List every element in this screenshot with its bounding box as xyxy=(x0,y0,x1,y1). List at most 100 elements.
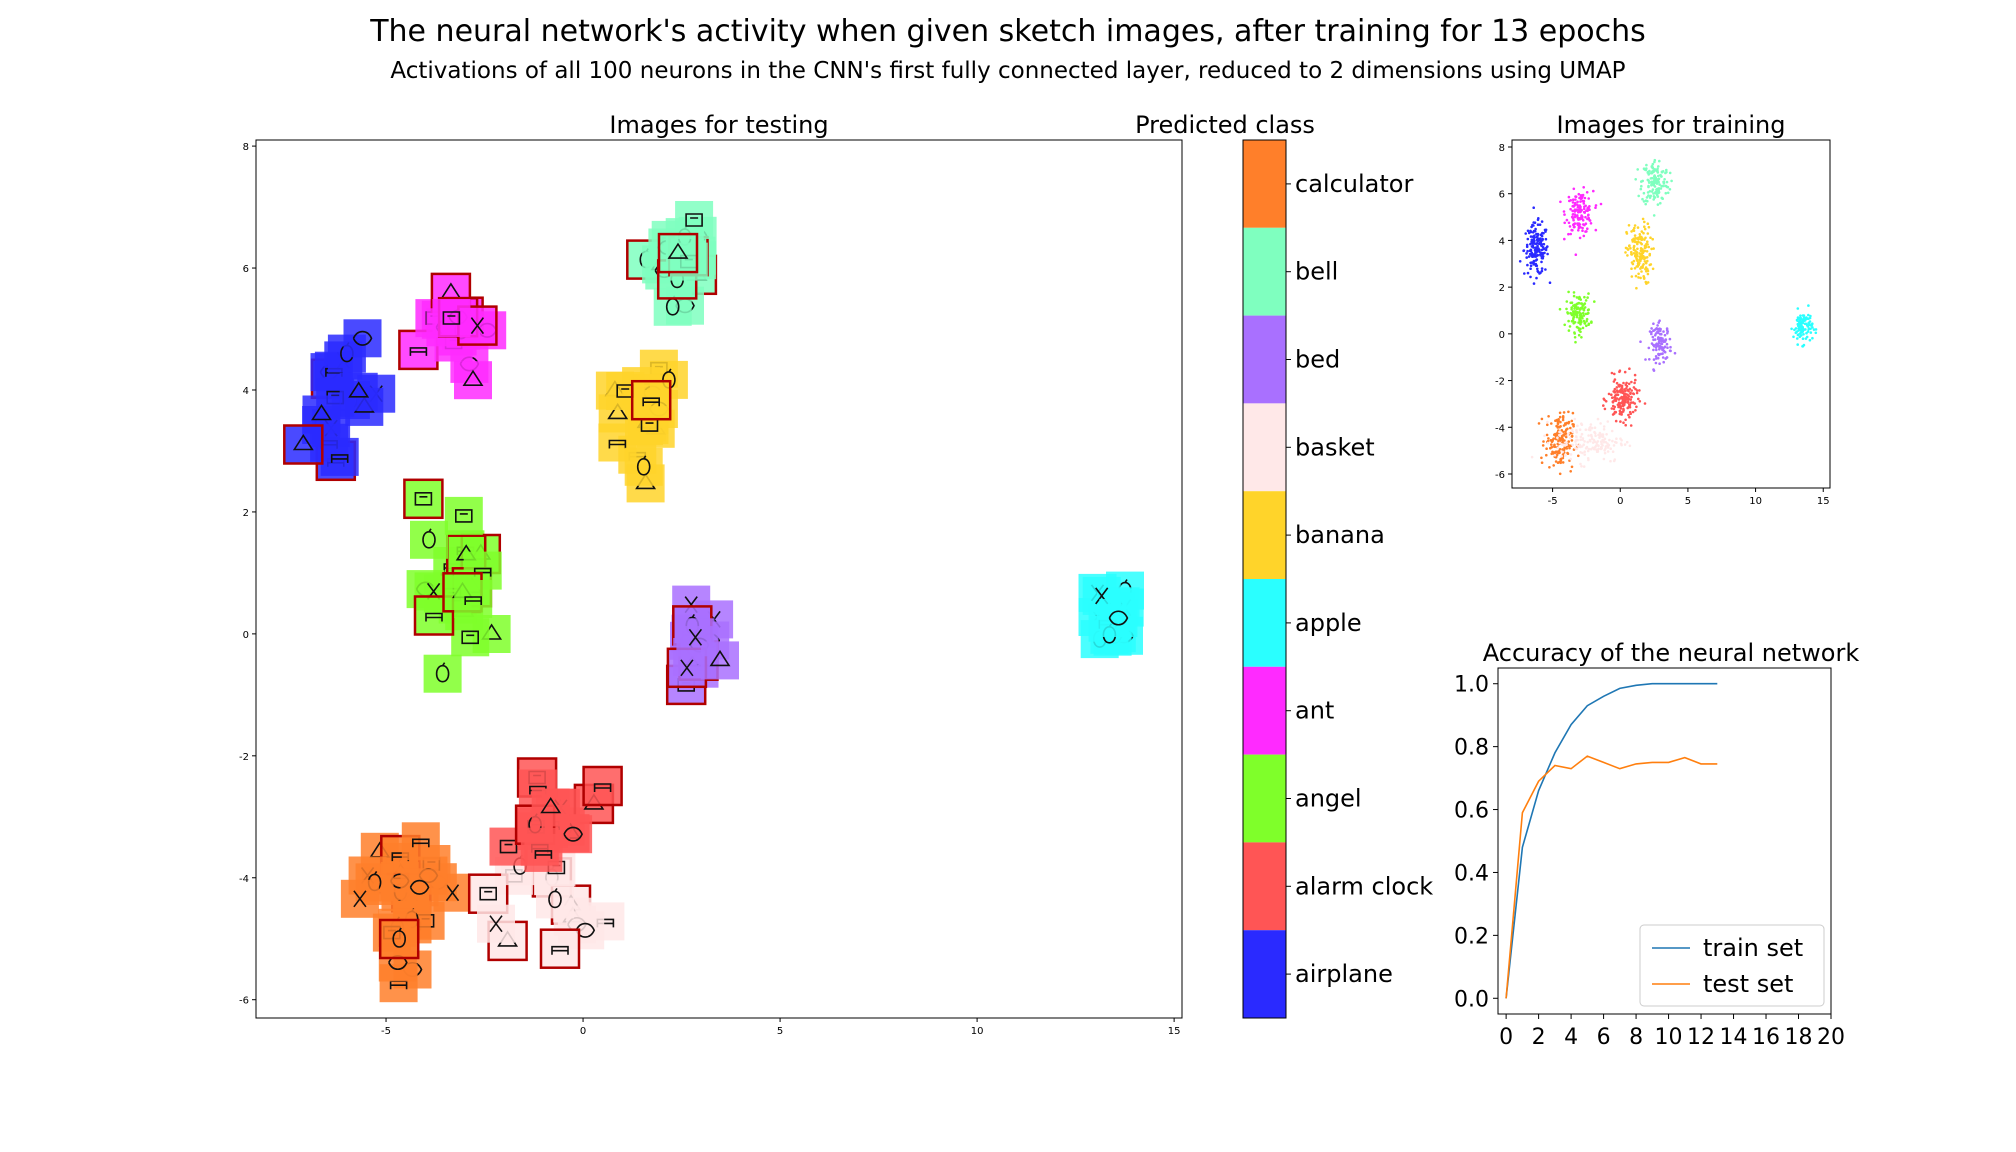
train-point xyxy=(1654,355,1658,358)
train-point xyxy=(1639,241,1642,245)
accuracy-panel-title: Accuracy of the neural network xyxy=(1483,639,1860,667)
train-point xyxy=(1548,466,1551,469)
train-point xyxy=(1650,327,1653,330)
train-point xyxy=(1610,429,1614,433)
train-point xyxy=(1587,447,1591,451)
train-point xyxy=(1545,433,1549,437)
train-point xyxy=(1653,334,1657,337)
y-tick-label: -6 xyxy=(1495,470,1505,481)
test-thumbnail-point xyxy=(401,822,440,861)
y-tick-label: 0.6 xyxy=(1454,799,1489,824)
train-point xyxy=(1607,392,1611,396)
train-point xyxy=(1587,458,1590,462)
train-point xyxy=(1651,162,1655,166)
train-point xyxy=(1794,331,1798,335)
train-point xyxy=(1596,417,1600,421)
sketch-glyph xyxy=(709,649,731,667)
train-point xyxy=(1642,277,1646,280)
train-point xyxy=(1807,304,1810,307)
train-point xyxy=(1587,434,1590,437)
train-point xyxy=(1543,434,1546,438)
train-point xyxy=(1590,321,1593,324)
train-point xyxy=(1572,304,1575,307)
sketch-glyph xyxy=(540,797,562,814)
train-point xyxy=(1582,465,1586,468)
legend-label: train set xyxy=(1703,934,1803,962)
train-point xyxy=(1627,224,1631,227)
train-point xyxy=(1554,460,1558,463)
train-point xyxy=(1668,337,1672,341)
train-point xyxy=(1627,401,1630,404)
train-point xyxy=(1644,358,1647,361)
train-point xyxy=(1616,390,1619,394)
train-point xyxy=(1564,454,1567,457)
train-point xyxy=(1541,444,1545,447)
train-point xyxy=(1576,214,1579,217)
train-point xyxy=(1663,345,1667,349)
train-point xyxy=(1603,437,1607,441)
accuracy-legend: train set test set xyxy=(1639,924,1825,1007)
train-point xyxy=(1589,423,1593,426)
train-point xyxy=(1622,381,1625,385)
test-thumbnail-point xyxy=(451,618,490,657)
train-point xyxy=(1542,252,1545,255)
train-point xyxy=(1619,420,1622,423)
train-point xyxy=(1556,425,1560,428)
train-point xyxy=(1613,405,1616,409)
train-point xyxy=(1796,343,1799,346)
train-point xyxy=(1576,424,1579,428)
train-point xyxy=(1663,333,1667,337)
train-point xyxy=(1556,436,1559,440)
train-point xyxy=(1544,230,1547,233)
train-point xyxy=(1575,296,1579,299)
test-thumbnail-point xyxy=(477,904,515,943)
train-point xyxy=(1629,247,1632,250)
train-point xyxy=(1568,225,1572,228)
train-point xyxy=(1536,269,1539,273)
train-point xyxy=(1627,413,1630,417)
sketch-glyph xyxy=(392,927,406,948)
thumbnail-tile xyxy=(444,496,483,535)
train-point xyxy=(1571,411,1575,415)
train-point xyxy=(1624,383,1628,387)
train-point xyxy=(1570,428,1574,432)
train-point xyxy=(1645,270,1648,273)
train-point xyxy=(1589,222,1593,225)
train-point xyxy=(1526,229,1530,233)
train-point xyxy=(1529,267,1532,271)
sketch-glyph xyxy=(551,945,569,955)
train-point xyxy=(1658,319,1661,323)
test-thumbnail-point xyxy=(624,447,663,486)
train-point xyxy=(1532,221,1535,224)
train-point xyxy=(1614,397,1617,400)
train-point xyxy=(1575,325,1579,329)
train-point xyxy=(1636,226,1640,229)
train-point xyxy=(1634,178,1637,181)
train-point xyxy=(1664,357,1667,360)
train-point xyxy=(1632,246,1636,249)
train-point xyxy=(1546,252,1549,256)
train-point xyxy=(1589,447,1593,451)
train-point xyxy=(1582,443,1585,447)
sketch-glyph xyxy=(667,242,689,259)
train-point xyxy=(1581,316,1584,320)
train-point xyxy=(1522,249,1525,253)
train-point xyxy=(1572,322,1575,325)
train-point xyxy=(1635,256,1638,259)
train-point xyxy=(1808,338,1812,342)
train-point xyxy=(1618,410,1622,414)
train-point xyxy=(1652,329,1655,333)
sketch-glyph xyxy=(642,397,661,407)
x-tick-label: -5 xyxy=(381,1026,391,1037)
train-point xyxy=(1658,362,1661,366)
train-point xyxy=(1574,195,1578,198)
x-tick-label: 18 xyxy=(1785,1025,1813,1050)
train-point xyxy=(1650,331,1653,334)
train-point xyxy=(1542,440,1545,443)
colorbar-segment-bell xyxy=(1243,227,1286,316)
train-point xyxy=(1812,328,1816,331)
sketch-glyph xyxy=(1108,610,1129,626)
train-point xyxy=(1639,259,1642,263)
train-point xyxy=(1634,250,1638,253)
train-point xyxy=(1668,188,1672,191)
